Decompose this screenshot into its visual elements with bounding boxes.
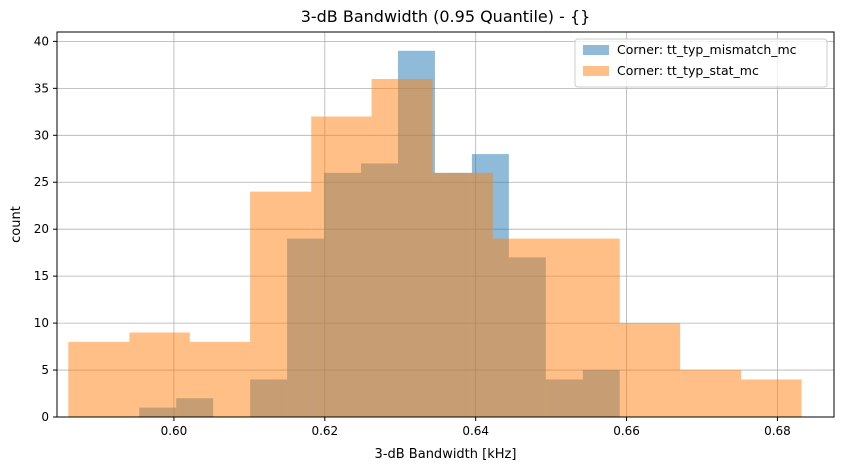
- y-tick-label-1: 5: [41, 363, 49, 377]
- x-tick-label-0: 0.60: [161, 424, 188, 438]
- y-tick-label-8: 40: [34, 34, 49, 48]
- chart-title: 3-dB Bandwidth (0.95 Quantile) - {}: [301, 7, 591, 26]
- y-tick-label-6: 30: [34, 128, 49, 142]
- y-axis-ticks: 0 5 10 15 20 25 30 35 40: [34, 34, 57, 424]
- y-tick-label-4: 20: [34, 222, 49, 236]
- legend-label-1: Corner: tt_typ_stat_mc: [617, 63, 759, 78]
- bar-1-10: [680, 370, 742, 417]
- legend-swatch-0: [583, 45, 609, 55]
- bar-1-4: [311, 116, 372, 417]
- y-axis-label: count: [9, 206, 24, 243]
- y-tick-label-2: 10: [34, 316, 49, 330]
- bar-1-9: [619, 323, 681, 417]
- bar-1-7: [493, 238, 560, 417]
- x-tick-label-4: 0.68: [764, 424, 791, 438]
- series-1: [68, 78, 802, 417]
- plot-frame: [56, 31, 835, 418]
- bar-1-6: [432, 172, 494, 417]
- legend: Corner: tt_typ_mismatch_mc Corner: tt_typ…: [574, 38, 828, 88]
- y-tick-label-7: 35: [34, 81, 49, 95]
- legend-box: [574, 38, 828, 88]
- legend-label-0: Corner: tt_typ_mismatch_mc: [617, 42, 797, 57]
- bar-1-2: [189, 341, 251, 417]
- histogram-bars: [68, 50, 802, 417]
- y-tick-label-3: 15: [34, 269, 49, 283]
- bar-1-8: [559, 238, 620, 417]
- y-tick-label-5: 25: [34, 175, 49, 189]
- bar-1-1: [129, 332, 190, 417]
- x-axis-ticks: 0.60 0.62 0.64 0.66 0.68: [161, 417, 791, 438]
- bar-1-0: [68, 341, 130, 417]
- x-axis-label: 3-dB Bandwidth [kHz]: [375, 447, 517, 462]
- bar-1-3: [250, 191, 312, 417]
- bar-1-5: [371, 78, 433, 417]
- x-tick-label-1: 0.62: [311, 424, 338, 438]
- x-tick-label-3: 0.66: [613, 424, 640, 438]
- y-tick-label-0: 0: [41, 410, 49, 424]
- legend-swatch-1: [583, 66, 609, 76]
- bar-1-11: [741, 379, 802, 417]
- x-tick-label-2: 0.64: [462, 424, 489, 438]
